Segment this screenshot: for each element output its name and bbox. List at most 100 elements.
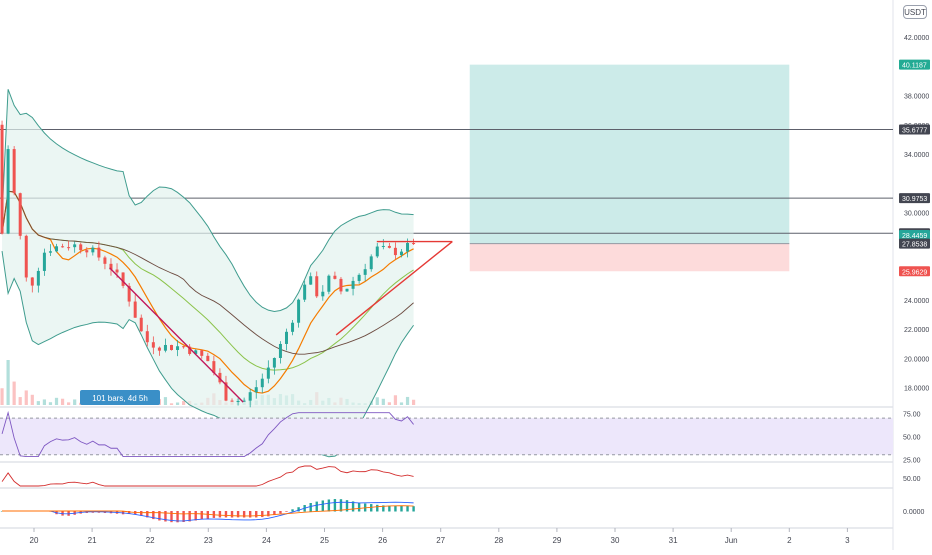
candle-body	[12, 149, 16, 194]
candle-body	[157, 347, 161, 351]
macd-histogram-bar	[170, 511, 173, 523]
volume-bar	[405, 396, 410, 405]
profit-zone[interactable]	[469, 64, 790, 244]
candle-body	[321, 291, 325, 297]
price-tick-label: 30.0000	[904, 210, 929, 217]
candle-body	[115, 269, 119, 273]
candle-body	[127, 285, 131, 302]
macd-histogram-bar	[206, 511, 210, 519]
volume-bar	[399, 402, 404, 405]
candle-body	[309, 276, 313, 285]
x-tick-label: 31	[669, 536, 678, 545]
x-tick-label: 25	[320, 536, 329, 545]
candle-body	[224, 382, 228, 401]
candle-body	[406, 242, 410, 252]
candle-body	[30, 277, 34, 286]
candle-body	[109, 263, 113, 270]
price-label-badge	[899, 266, 930, 277]
volume-bar	[182, 401, 186, 405]
volume-bar	[12, 381, 16, 405]
macd-histogram-bar	[248, 511, 252, 518]
x-tick-label: 27	[436, 536, 445, 545]
price-label-badge	[899, 59, 930, 70]
macd-histogram-bar	[327, 499, 331, 512]
macd-histogram-bar	[267, 511, 270, 517]
candle-body	[236, 400, 240, 402]
candle-body	[412, 242, 416, 245]
volume-bar	[67, 402, 71, 405]
currency-badge[interactable]: USDT	[903, 5, 927, 19]
volume-bar	[381, 398, 385, 405]
macd-histogram-bar	[291, 509, 294, 512]
candle-body	[242, 400, 246, 402]
macd-histogram-bar	[357, 502, 361, 512]
x-tick-label: 23	[204, 536, 213, 545]
candle-body	[182, 346, 186, 348]
candle-body	[200, 350, 204, 356]
price-label-badge	[899, 238, 930, 249]
candle-body	[230, 400, 234, 402]
candle-body	[297, 299, 301, 323]
x-tick-label: 26	[378, 536, 387, 545]
macd-histogram-bar	[158, 511, 161, 521]
candle-body	[284, 331, 288, 344]
candle-body	[248, 392, 252, 401]
candle-body	[357, 274, 361, 281]
candle-body	[351, 280, 355, 289]
macd-histogram-bar	[255, 511, 258, 518]
candle-body	[121, 272, 125, 286]
volume-bar	[6, 360, 10, 405]
macd-histogram-bar	[230, 511, 234, 518]
volume-bar	[387, 402, 391, 405]
candle-body	[272, 357, 276, 368]
volume-bar	[393, 395, 398, 405]
x-tick-label: Jun	[725, 536, 738, 545]
bollinger-fill	[2, 89, 414, 457]
price-tick-label: 22.0000	[904, 327, 929, 334]
macd-histogram-bar	[297, 507, 300, 512]
x-tick-label: 24	[262, 536, 271, 545]
macd-histogram-bar	[188, 511, 191, 522]
macd-histogram-bar	[406, 506, 409, 512]
candle-body	[188, 346, 192, 354]
macd-histogram-bar	[412, 506, 415, 512]
macd-histogram-bar	[261, 511, 264, 518]
candle-body	[139, 317, 143, 332]
candle-body	[48, 251, 52, 253]
descending-trendline[interactable]	[109, 267, 244, 403]
macd-histogram-bar	[333, 499, 337, 512]
candle-body	[91, 247, 95, 253]
macd-histogram-bar	[339, 499, 343, 512]
candle-body	[67, 247, 71, 249]
price-label-text: 28.4459	[902, 233, 927, 240]
macd-line	[2, 501, 414, 522]
price-tick-label: 18.0000	[904, 385, 929, 392]
x-tick-label: 22	[146, 536, 155, 545]
loss-zone[interactable]	[469, 243, 790, 272]
candle-body	[42, 252, 46, 271]
bars-label: 101 bars, 4d 5h	[92, 394, 148, 403]
volume-bar	[42, 399, 47, 405]
triangle-bottom-line[interactable]	[335, 240, 453, 336]
candle-body	[291, 322, 295, 332]
x-tick-label: 20	[30, 536, 39, 545]
price-tick-label: 38.0000	[904, 94, 929, 101]
candle-body	[176, 346, 180, 351]
macd-histogram-bar	[200, 511, 203, 520]
volume-bar	[169, 403, 174, 405]
macd-histogram-bar	[224, 511, 228, 518]
candle-body	[194, 350, 198, 354]
candle-body	[369, 256, 373, 270]
volume-bar	[0, 388, 4, 405]
rsi-line	[1, 410, 414, 457]
macd-signal-line	[2, 505, 414, 517]
candle-body	[375, 246, 379, 257]
price-label-text: 27.8538	[902, 242, 927, 249]
bollinger-upper	[1, 89, 414, 313]
macd-histogram-bar	[309, 503, 312, 512]
price-label-text: 30.9753	[902, 196, 927, 203]
candle-body	[61, 246, 65, 248]
candle-body	[170, 344, 174, 351]
